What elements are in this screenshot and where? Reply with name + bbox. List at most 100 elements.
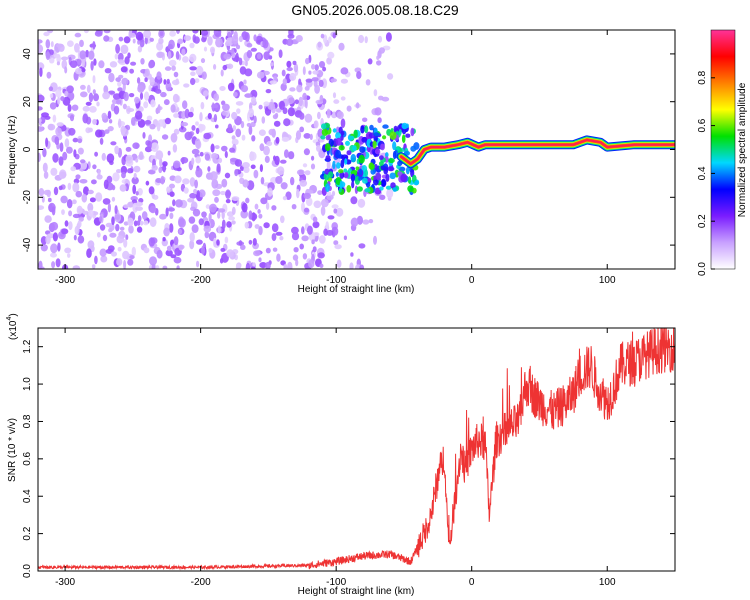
spectrogram-cell (220, 190, 226, 196)
spectrogram-cell (210, 143, 215, 153)
spectrogram-cell (176, 30, 180, 34)
spectrogram-cell (95, 129, 103, 138)
spectrogram-cell (274, 155, 280, 166)
spectrogram-cell (178, 244, 185, 250)
spectrogram-cell (359, 264, 365, 269)
spectrogram-cell (45, 137, 49, 148)
x-tick-label: -200 (191, 577, 211, 588)
spectrogram-cell (362, 219, 370, 225)
spectrogram-cell (133, 172, 137, 179)
spectrogram-cell (109, 61, 118, 68)
spectrogram-cell (245, 262, 251, 269)
spectrogram-cell (286, 38, 294, 46)
spectrogram-cell (374, 163, 378, 170)
snr-axis-ticks: -300 -200 -100 0 100 0.0 0.2 0.4 0.6 0.8 1.0 1.2 (22, 328, 675, 588)
spectrogram-cell (38, 188, 45, 197)
spectrogram-cell (75, 174, 81, 180)
spectrogram-cell (128, 30, 133, 39)
spectrogram-cell (244, 221, 249, 229)
spectrogram-cell (45, 39, 51, 49)
spectrogram-cell (156, 71, 162, 80)
spectrogram-cell (225, 199, 231, 204)
spectrogram-cell (311, 77, 319, 82)
spectrogram-cell (151, 164, 158, 171)
spectrogram-cell (52, 232, 59, 242)
spectrogram-cell (88, 92, 94, 103)
spectrogram-cell (50, 167, 58, 176)
spectrogram-cell (308, 70, 312, 75)
spectrogram-cell (162, 237, 166, 242)
spectrogram-cell (123, 259, 127, 269)
spectrogram-cell (59, 142, 64, 153)
spectrogram-cell (90, 60, 94, 71)
spectrogram-cell (143, 101, 149, 109)
spectrogram-cell (138, 198, 144, 203)
spectrogram-cell (265, 247, 271, 254)
spectrogram-cell (137, 45, 143, 53)
spectrogram-cell (388, 158, 395, 164)
spectrogram-cell (318, 235, 326, 244)
spectrogram-cell (338, 42, 345, 51)
figure-title: GN05.2026.005.08.18.C29 (291, 2, 459, 18)
spectrogram-cell (368, 162, 375, 170)
spectrogram-cell (91, 179, 97, 185)
spectrogram-cell (287, 151, 295, 160)
spectrogram-cell (132, 142, 140, 149)
spectrogram-cell (62, 151, 68, 161)
spectrogram-cell (231, 48, 235, 55)
spectrogram-cell (222, 64, 228, 71)
spectrogram-cell (333, 240, 339, 246)
spectrogram-cell (119, 226, 125, 231)
snr-frame (37, 327, 676, 572)
spectrogram-cell (243, 79, 247, 85)
spectrogram-cell (283, 263, 288, 269)
spectrogram-cell (159, 31, 164, 36)
spectrogram-cell (377, 117, 382, 124)
spectrogram-cell (259, 164, 263, 173)
spectrogram-cell (203, 90, 209, 97)
spectrogram-cell (345, 140, 350, 146)
spectrogram-cell (385, 173, 390, 182)
spectrogram-cell (43, 171, 49, 179)
spectrogram-cell (56, 43, 64, 48)
spectrogram-cell (127, 217, 134, 227)
spectrogram-cell (275, 231, 283, 236)
spectrogram-cell (246, 42, 253, 48)
spectrogram-cell (260, 197, 268, 205)
spectrogram-cell (357, 198, 366, 208)
spectrogram-cell (214, 145, 220, 150)
spectrogram-cell (150, 99, 156, 108)
spectrogram-cell (225, 41, 233, 47)
spectrogram-cell (75, 190, 83, 198)
spectrogram-cell (42, 162, 48, 173)
spectrogram-cell (251, 135, 256, 142)
spectrogram-cell (226, 221, 232, 228)
spectrogram-cell (66, 146, 73, 154)
spectrogram-cell (296, 169, 305, 176)
spectrogram-cell (100, 255, 108, 263)
spectrogram-cell (193, 36, 200, 44)
spectrogram-cell (94, 151, 98, 157)
spectrogram-cell (210, 153, 219, 160)
spectrogram-cell (187, 197, 195, 203)
spectrogram-cell (45, 235, 51, 245)
spectrogram-cell (332, 92, 337, 99)
spectrogram-cell (252, 262, 256, 267)
spectrogram-cell (173, 160, 181, 169)
spectrogram-cell (183, 35, 192, 41)
spectrogram-cell (175, 51, 180, 60)
spectrogram-cell (326, 191, 332, 196)
spectrogram-cell (216, 239, 220, 246)
spectrogram-cell (313, 200, 322, 209)
spectrogram-cell (136, 77, 141, 84)
spectrogram-cell (326, 108, 331, 119)
spectrogram-cell (191, 125, 196, 131)
spectrogram-cell (80, 91, 88, 98)
spectrogram-cell (229, 147, 236, 153)
spectrogram-cell (305, 57, 310, 65)
spectrogram-cell (381, 96, 390, 102)
spectrogram-cell (231, 206, 236, 215)
spectrogram-cell (96, 174, 103, 180)
spectrogram-cell (136, 226, 143, 233)
